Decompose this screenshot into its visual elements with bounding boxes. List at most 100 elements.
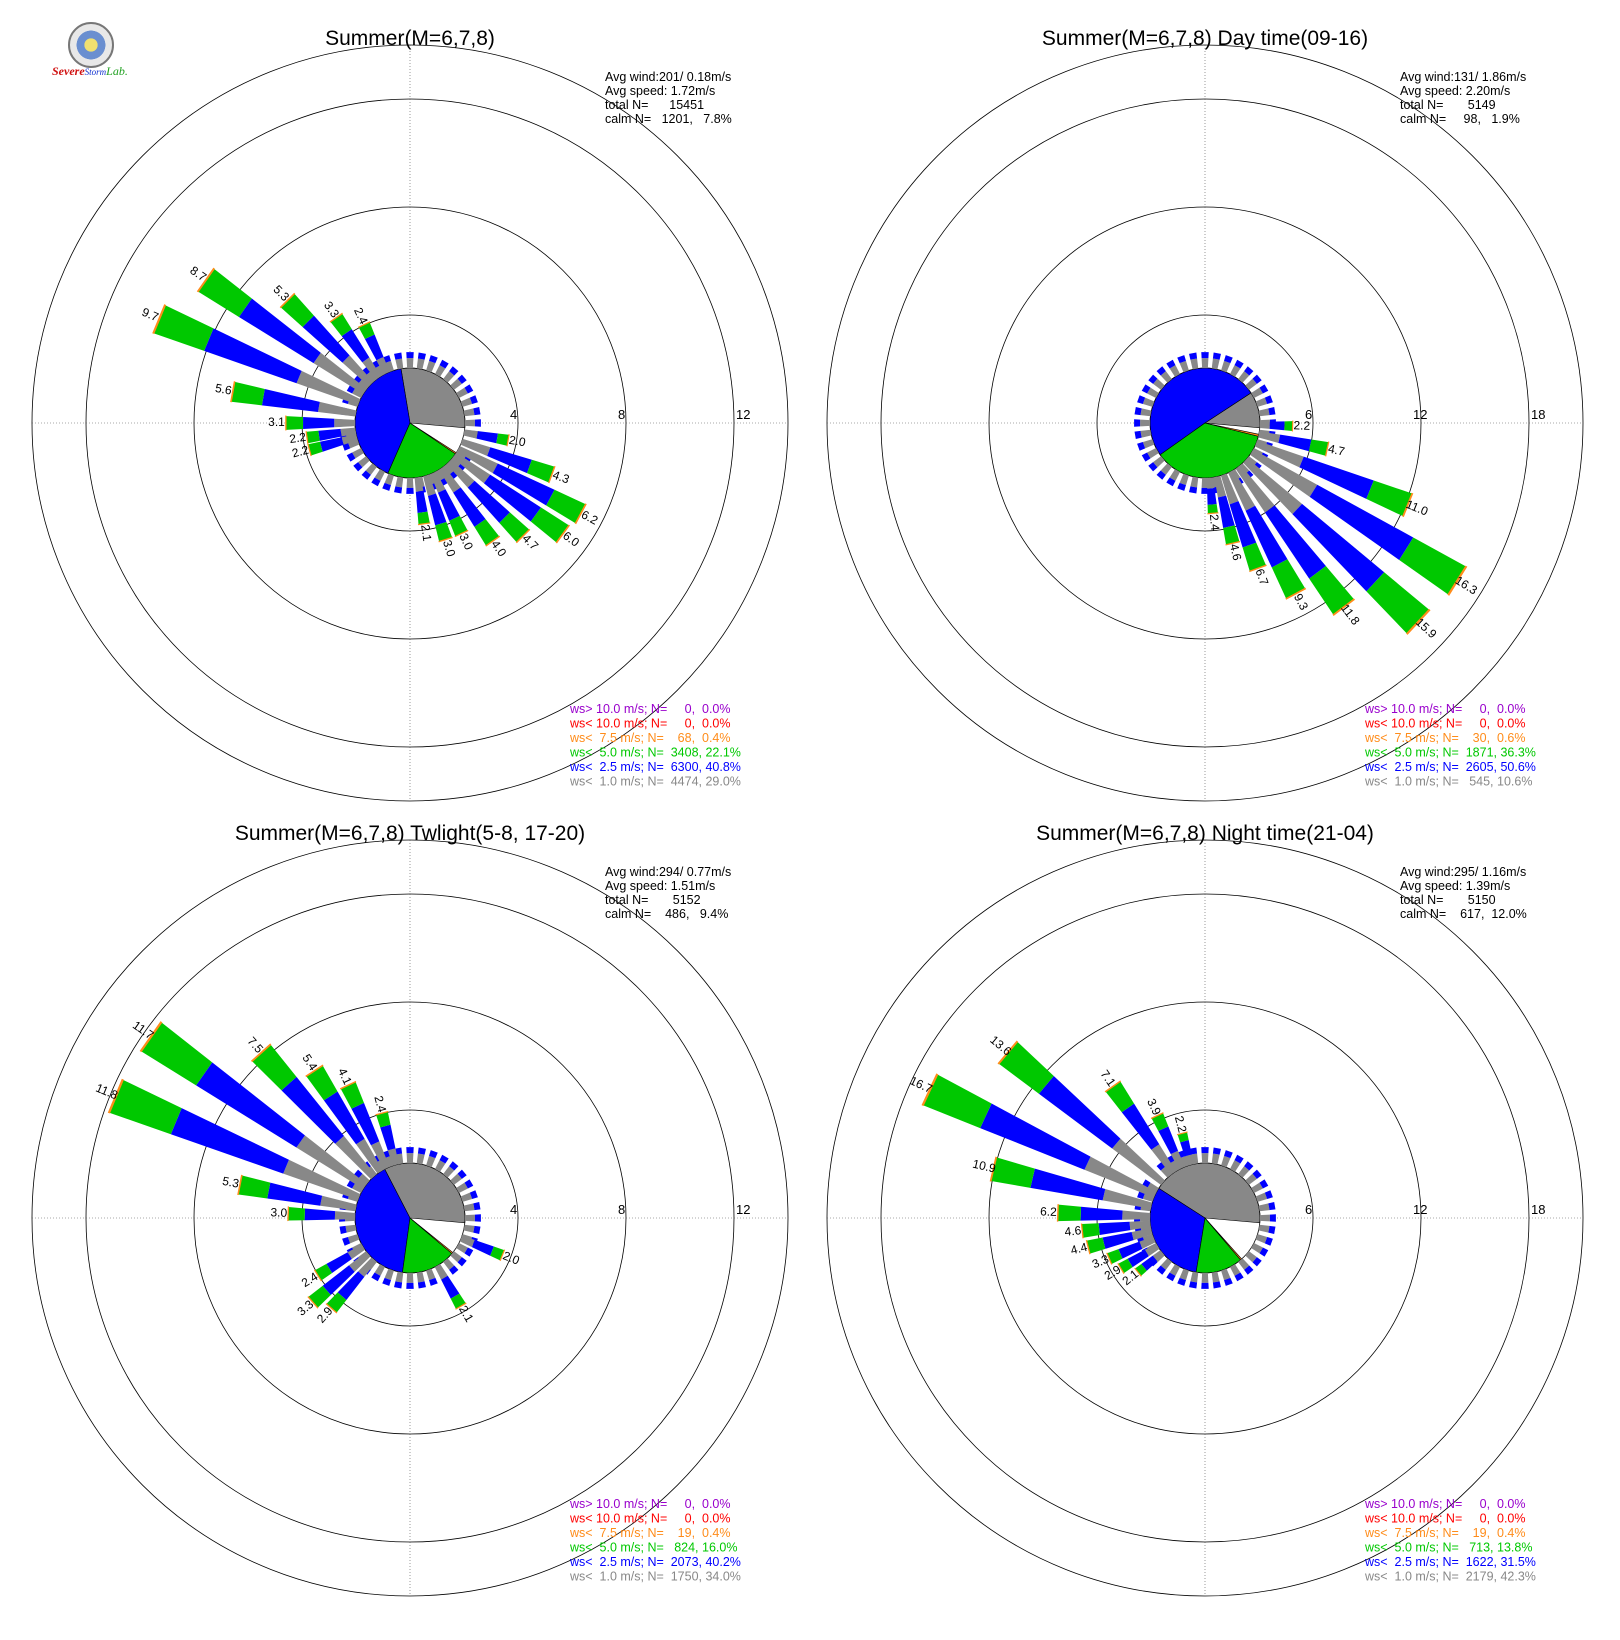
wind-bar-segment bbox=[376, 356, 390, 375]
wind-bar-segment bbox=[1151, 1144, 1177, 1175]
ring-label: 8 bbox=[618, 407, 625, 422]
minor-bar bbox=[457, 1257, 467, 1267]
ring-label: 18 bbox=[1531, 407, 1545, 422]
minor-bar bbox=[1160, 1166, 1172, 1178]
wind-bar-segment bbox=[252, 1044, 297, 1091]
wind-bar-label: 6.7 bbox=[1252, 567, 1271, 588]
minor-bar bbox=[1229, 1264, 1241, 1276]
minor-bar bbox=[1140, 429, 1152, 438]
wind-bar-segment bbox=[455, 1302, 467, 1310]
minor-bar bbox=[1244, 366, 1254, 376]
wind-bar-segment bbox=[376, 1111, 391, 1128]
minor-bar bbox=[1201, 1153, 1209, 1164]
stats-line: Avg speed: 2.20m/s bbox=[1400, 84, 1510, 98]
wind-bar-label: 5.6 bbox=[214, 381, 233, 398]
wind-bar-segment bbox=[152, 304, 167, 334]
minor-bar bbox=[1258, 1203, 1270, 1212]
wind-bar-segment bbox=[1117, 1263, 1125, 1274]
minor-bar bbox=[474, 1214, 481, 1222]
minor-bar bbox=[1189, 352, 1198, 360]
minor-bar bbox=[1148, 374, 1158, 384]
wind-bar-segment bbox=[1105, 1081, 1135, 1113]
legend-entry: ws< 7.5 m/s; N= 19, 0.4% bbox=[1364, 1526, 1526, 1540]
minor-bar bbox=[1142, 1192, 1155, 1202]
wind-bar-segment bbox=[287, 1206, 290, 1222]
wind-bar-segment bbox=[1406, 608, 1431, 635]
wind-bar-segment bbox=[1366, 480, 1412, 517]
minor-bar bbox=[1259, 1179, 1269, 1189]
wind-bar-segment bbox=[380, 1124, 396, 1151]
wind-bar-segment bbox=[1284, 421, 1293, 431]
minor-bar bbox=[474, 419, 481, 427]
wind-bar-segment bbox=[1170, 1150, 1185, 1170]
wind-bar-segment bbox=[317, 401, 357, 417]
minor-bar bbox=[346, 452, 356, 462]
wind-rose-panel-1: 4 8 129.78.75.33.3 2.45.63.12.22.22.04.36.2… bbox=[31, 27, 789, 802]
wind-bar-segment bbox=[997, 1040, 1019, 1065]
wind-bar-segment bbox=[307, 443, 312, 457]
stats-line: Avg speed: 1.39m/s bbox=[1400, 879, 1510, 893]
minor-bar bbox=[416, 1271, 425, 1283]
minor-bar bbox=[1268, 1202, 1276, 1211]
minor-bar bbox=[1245, 378, 1257, 390]
wind-bar-label: 11.0 bbox=[1404, 497, 1430, 519]
minor-bar bbox=[1224, 1277, 1233, 1286]
wind-bar-segment bbox=[1150, 1112, 1164, 1120]
wind-bar-label: 6.2 bbox=[1040, 1204, 1057, 1219]
wind-bar-segment bbox=[330, 313, 352, 337]
minor-bar bbox=[384, 473, 394, 486]
minor-bar bbox=[443, 463, 455, 475]
wind-bar-segment bbox=[318, 428, 342, 441]
minor-bar bbox=[1212, 1281, 1221, 1289]
minor-bar bbox=[1245, 1251, 1257, 1263]
minor-bar bbox=[434, 365, 446, 377]
minor-bar bbox=[1147, 387, 1159, 399]
minor-bar bbox=[406, 358, 414, 369]
minor-bar bbox=[1264, 1190, 1273, 1199]
minor-bar bbox=[358, 1173, 370, 1185]
minor-bar bbox=[464, 1214, 475, 1222]
wind-bar-segment bbox=[340, 427, 357, 437]
minor-bar bbox=[1224, 355, 1233, 364]
minor-bar bbox=[342, 1237, 351, 1246]
wind-bar-segment bbox=[1127, 1249, 1149, 1268]
wind-bar-segment bbox=[238, 298, 321, 364]
minor-bar bbox=[426, 1155, 436, 1168]
wind-bar-segment bbox=[302, 315, 350, 363]
wind-bar-segment bbox=[358, 322, 375, 339]
wind-bar-segment bbox=[999, 1041, 1054, 1094]
minor-bar bbox=[456, 1182, 468, 1194]
wind-bar-segment bbox=[326, 1252, 352, 1273]
wind-bar-segment bbox=[306, 1065, 338, 1101]
wind-bar-segment bbox=[1080, 1206, 1123, 1221]
minor-bar bbox=[1201, 1272, 1209, 1283]
wind-bar-segment bbox=[313, 1269, 322, 1282]
wind-bar-segment bbox=[1158, 1126, 1179, 1155]
wind-bar-segment bbox=[423, 474, 436, 497]
minor-bar bbox=[1229, 365, 1241, 377]
legend-entry: ws< 1.0 m/s; N= 545, 10.6% bbox=[1364, 775, 1532, 789]
wind-bar-segment bbox=[141, 1022, 213, 1086]
minor-bar bbox=[1137, 442, 1146, 451]
wind-bar-segment bbox=[438, 466, 461, 493]
legend-entry: ws< 10.0 m/s; N= 0, 0.0% bbox=[1364, 1512, 1526, 1526]
minor-bar bbox=[450, 456, 462, 468]
wind-bar-segment bbox=[1057, 1204, 1082, 1222]
chart-title: Summer(M=6,7,8) Twlight(5-8, 17-20) bbox=[235, 822, 585, 845]
minor-bar bbox=[1244, 1161, 1254, 1171]
wind-bar-segment bbox=[238, 1175, 271, 1199]
minor-bar bbox=[1238, 371, 1250, 383]
minor-bar bbox=[1189, 1281, 1198, 1289]
minor-bar bbox=[384, 1268, 394, 1281]
minor-bar bbox=[1251, 1182, 1263, 1194]
minor-bar bbox=[439, 359, 449, 369]
stats-line: Avg wind:294/ 0.77m/s bbox=[605, 865, 731, 879]
wind-bar-segment bbox=[1131, 1228, 1153, 1241]
wind-bar-segment bbox=[921, 1073, 939, 1107]
lab-logo-text: SevereStormLab. bbox=[52, 64, 128, 78]
wind-bar-segment bbox=[546, 489, 586, 524]
wind-bar-segment bbox=[487, 447, 532, 474]
minor-bar bbox=[384, 360, 394, 373]
wind-bar-label: 2.2 bbox=[288, 430, 307, 446]
wind-bar-segment bbox=[485, 535, 501, 547]
